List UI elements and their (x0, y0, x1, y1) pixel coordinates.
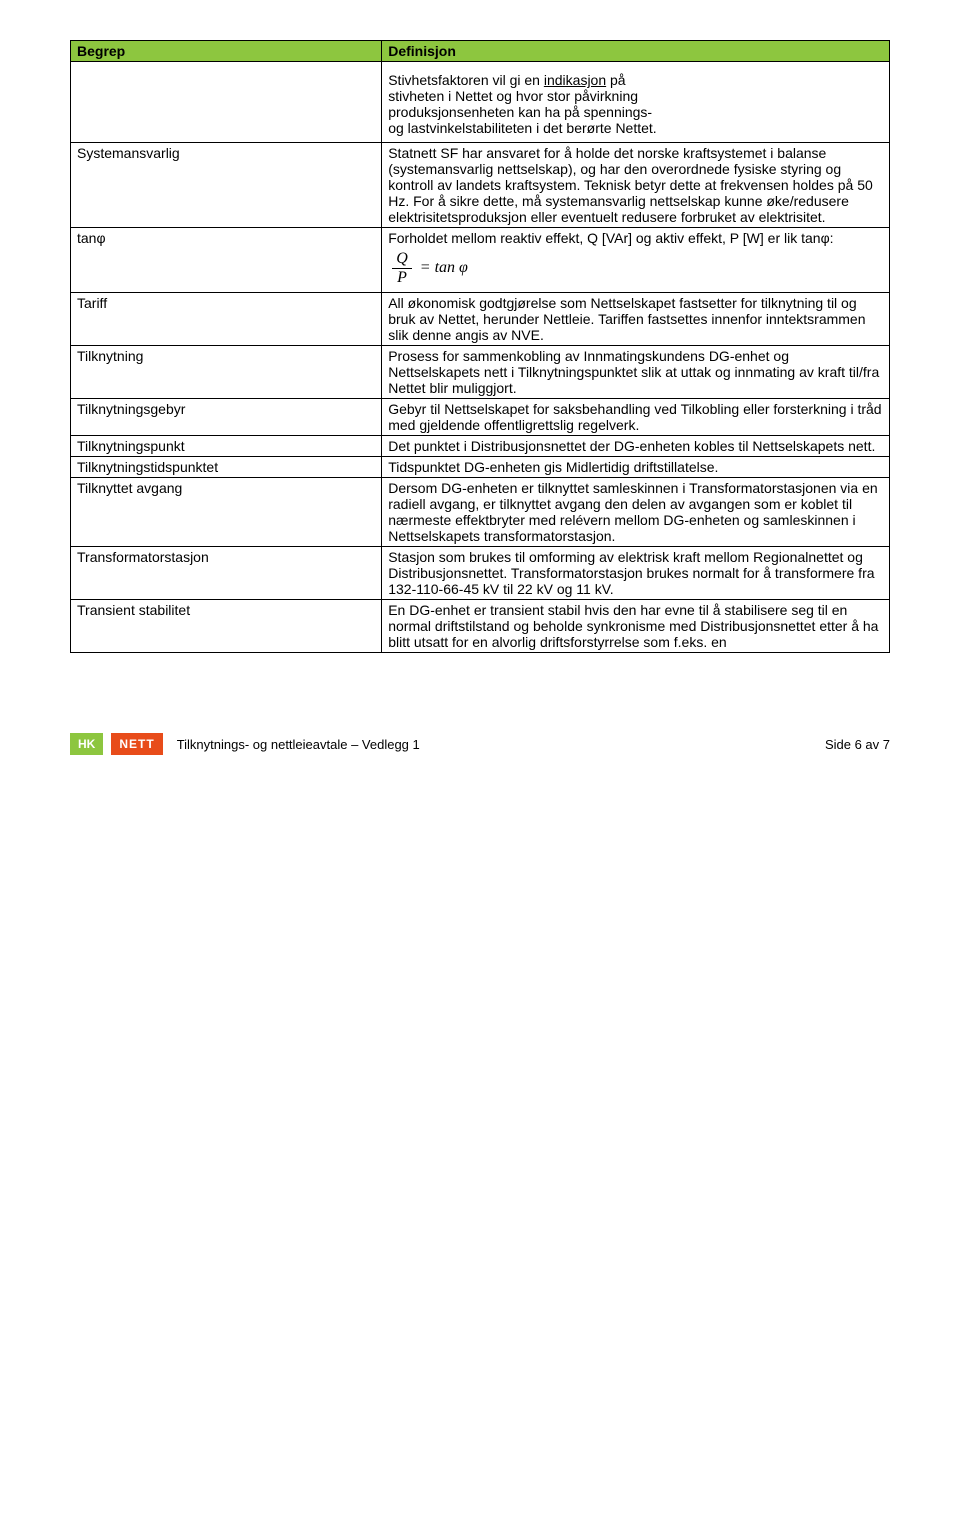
fraction-numerator: Q (392, 250, 412, 269)
table-row: TariffAll økonomisk godtgjørelse som Net… (71, 293, 890, 346)
term-cell-empty (71, 62, 382, 143)
footer-page-number: Side 6 av 7 (825, 737, 890, 752)
definition-cell: Stasjon som brukes til omforming av elek… (382, 547, 890, 600)
table-row: TilknytningsgebyrGebyr til Nettselskapet… (71, 399, 890, 436)
table-row: TransformatorstasjonStasjon som brukes t… (71, 547, 890, 600)
definition-text: Forholdet mellom reaktiv effekt, Q [VAr]… (388, 230, 883, 246)
definition-cell: All økonomisk godtgjørelse som Nettselsk… (382, 293, 890, 346)
definition-text-line: Stivhetsfaktoren vil gi en indikasjon på (388, 72, 883, 88)
term-cell: Tilknytningstidspunktet (71, 457, 382, 478)
definition-cell: En DG-enhet er transient stabil hvis den… (382, 600, 890, 653)
definition-cell: Gebyr til Nettselskapet for saksbehandli… (382, 399, 890, 436)
definition-text-line: og lastvinkelstabiliteten i det berørte … (388, 120, 883, 136)
definition-cell: Forholdet mellom reaktiv effekt, Q [VAr]… (382, 228, 890, 293)
fraction-denominator: P (393, 269, 411, 287)
term-cell: Tilknytningsgebyr (71, 399, 382, 436)
table-row: TilknytningspunktDet punktet i Distribus… (71, 436, 890, 457)
table-row: TilknytningstidspunktetTidspunktet DG-en… (71, 457, 890, 478)
definition-cell: Dersom DG-enheten er tilknyttet samleski… (382, 478, 890, 547)
term-cell: tanφ (71, 228, 382, 293)
definition-text-line: produksjonsenheten kan ha på spennings- (388, 104, 883, 120)
header-definition: Definisjon (382, 41, 890, 62)
term-cell: Systemansvarlig (71, 143, 382, 228)
table-row: tanφ Forholdet mellom reaktiv effekt, Q [… (71, 228, 890, 293)
term-cell: Transformatorstasjon (71, 547, 382, 600)
table-row: TilknytningProsess for sammenkobling av … (71, 346, 890, 399)
table-row-continuation: Stivhetsfaktoren vil gi en indikasjon på… (71, 62, 890, 143)
footer-doc-title: Tilknytnings- og nettleieavtale – Vedleg… (177, 737, 420, 752)
table-row: Transient stabilitetEn DG-enhet er trans… (71, 600, 890, 653)
formula-rhs: = tan φ (420, 259, 468, 277)
definition-cell: Prosess for sammenkobling av Innmatingsk… (382, 346, 890, 399)
header-term: Begrep (71, 41, 382, 62)
term-cell: Tilknyttet avgang (71, 478, 382, 547)
term-cell: Tilknytning (71, 346, 382, 399)
term-cell: Tilknytningspunkt (71, 436, 382, 457)
fraction: QP (392, 250, 412, 286)
definition-cell: Tidspunktet DG-enheten gis Midlertidig d… (382, 457, 890, 478)
formula: QP = tan φ (388, 246, 883, 290)
table-header-row: Begrep Definisjon (71, 41, 890, 62)
definition-cell: Det punktet i Distribusjonsnettet der DG… (382, 436, 890, 457)
term-cell: Transient stabilitet (71, 600, 382, 653)
footer-left: HK NETT Tilknytnings- og nettleieavtale … (70, 733, 420, 755)
logo-nett: NETT (111, 733, 162, 755)
term-cell: Tariff (71, 293, 382, 346)
definition-cell: Statnett SF har ansvaret for å holde det… (382, 143, 890, 228)
page-footer: HK NETT Tilknytnings- og nettleieavtale … (70, 733, 890, 755)
table-row: SystemansvarligStatnett SF har ansvaret … (71, 143, 890, 228)
definition-cell: Stivhetsfaktoren vil gi en indikasjon på… (382, 62, 890, 143)
definitions-table: Begrep Definisjon Stivhetsfaktoren vil g… (70, 40, 890, 653)
definition-text-line: stivheten i Nettet og hvor stor påvirkni… (388, 88, 883, 104)
logo-hk: HK (70, 733, 103, 755)
table-row: Tilknyttet avgangDersom DG-enheten er ti… (71, 478, 890, 547)
